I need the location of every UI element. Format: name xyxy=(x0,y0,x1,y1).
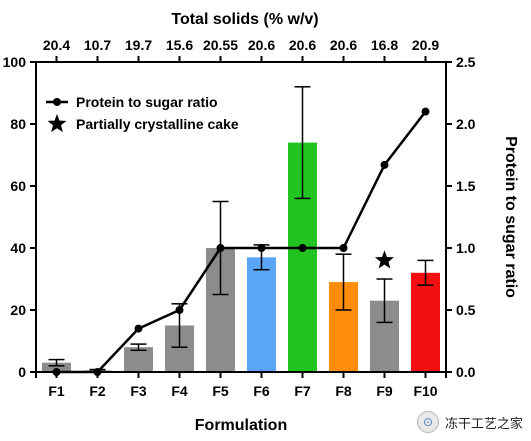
x-tick-label-F5: F5 xyxy=(212,383,229,399)
right-tick-label: 1.0 xyxy=(456,240,476,256)
watermark-text: 冻干工艺之家 xyxy=(444,416,523,432)
x-tick-label-F3: F3 xyxy=(130,383,147,399)
ratio-point-F7 xyxy=(298,244,307,252)
ratio-point-F10 xyxy=(421,107,430,116)
bar-F3 xyxy=(124,347,153,372)
right-tick-label: 1.5 xyxy=(456,178,476,194)
left-axis-ticks: 0 20 40 60 80 100 xyxy=(3,54,36,380)
ratio-point-F6 xyxy=(257,244,266,252)
bar-F1 xyxy=(42,362,71,372)
x-tick-label-F7: F7 xyxy=(294,383,311,399)
ratio-point-F9 xyxy=(380,160,389,169)
x-tick-label-F2: F2 xyxy=(89,383,106,399)
top-tick-label: 20.55 xyxy=(203,37,238,53)
x-tick-label-F10: F10 xyxy=(413,383,437,399)
x-tick-label-F6: F6 xyxy=(253,383,270,399)
error-bar-F8 xyxy=(335,253,352,311)
top-axis-title: Total solids (% w/v) xyxy=(171,11,318,28)
x-axis-label: Formulation xyxy=(195,417,287,434)
right-tick-label: 0.0 xyxy=(456,364,476,380)
top-tick-label: 20.6 xyxy=(289,37,316,53)
ratio-point-F4 xyxy=(175,306,184,314)
left-tick-label: 60 xyxy=(10,178,26,194)
axes xyxy=(30,61,452,378)
legend-line-marker xyxy=(53,98,61,106)
x-tick-label-F1: F1 xyxy=(48,383,65,399)
ratio-point-F8 xyxy=(339,244,348,252)
legend-star-icon xyxy=(47,114,67,133)
bar-F10 xyxy=(411,272,440,372)
left-tick-label: 100 xyxy=(3,54,27,70)
top-tick-label: 20.6 xyxy=(248,37,275,53)
error-bar-F7 xyxy=(294,86,311,200)
right-axis-label: Protein to sugar ratio xyxy=(502,136,519,298)
wechat-icon: ⊙ xyxy=(416,411,439,433)
right-axis-ticks: 0.0 0.5 1.0 1.5 2.0 2.5 xyxy=(446,54,476,380)
top-tick-label: 10.7 xyxy=(84,37,111,53)
watermark: ⊙ 冻干工艺之家 xyxy=(416,411,523,433)
bars xyxy=(42,142,440,372)
top-tick-label: 15.6 xyxy=(166,37,193,53)
top-tick-label: 20.6 xyxy=(330,37,357,53)
top-tick-label: 16.8 xyxy=(371,37,398,53)
left-tick-label: 0 xyxy=(18,364,26,380)
left-tick-label: 80 xyxy=(10,116,26,132)
x-axis-ticks: F1 F2 F3 F4 F5 F6 F7 F8 F9 F10 xyxy=(48,372,438,399)
right-tick-label: 2.0 xyxy=(456,116,476,132)
x-tick-label-F8: F8 xyxy=(335,383,352,399)
error-bar-F1 xyxy=(48,358,65,367)
legend: Protein to sugar ratio Partially crystal… xyxy=(46,94,239,133)
ratio-line xyxy=(52,107,430,376)
ratio-line-path xyxy=(56,110,427,374)
left-tick-label: 20 xyxy=(10,302,26,318)
legend-star-label: Partially crystalline cake xyxy=(76,116,239,132)
ratio-point-F5 xyxy=(216,244,225,252)
x-tick-label-F9: F9 xyxy=(376,383,393,399)
top-axis-labels: 20.4 10.7 19.7 15.6 20.55 20.6 20.6 20.6 16.8 20.… xyxy=(43,37,439,62)
top-tick-label: 20.9 xyxy=(412,37,439,53)
x-tick-label-F4: F4 xyxy=(171,383,188,399)
right-tick-label: 2.5 xyxy=(456,54,476,70)
ratio-point-F3 xyxy=(134,324,143,333)
error-bar-F3 xyxy=(130,343,147,352)
legend-line-label: Protein to sugar ratio xyxy=(76,94,218,110)
error-bar-F10 xyxy=(417,259,434,286)
crystalline-star-icon xyxy=(374,250,395,269)
right-tick-label: 0.5 xyxy=(456,302,476,318)
top-tick-label: 20.4 xyxy=(43,37,70,53)
bar-F6 xyxy=(247,257,276,372)
top-tick-label: 19.7 xyxy=(125,37,152,53)
left-tick-label: 40 xyxy=(10,240,26,256)
error-bar-F9 xyxy=(376,278,393,324)
